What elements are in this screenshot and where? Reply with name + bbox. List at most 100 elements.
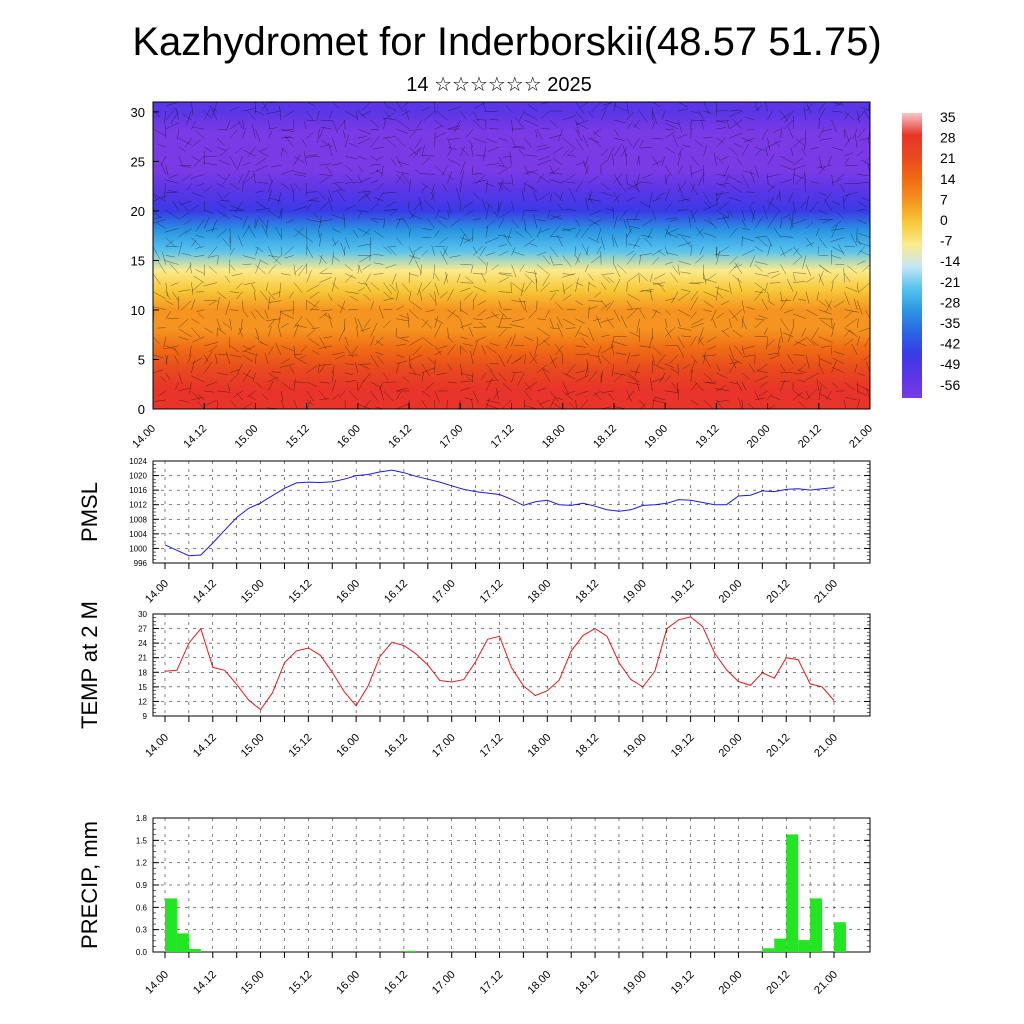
wind-barb xyxy=(191,239,197,247)
wind-barb xyxy=(568,146,576,156)
wind-barb xyxy=(460,202,462,211)
y-tick-label: 996 xyxy=(134,559,148,568)
wind-barb xyxy=(831,220,842,229)
wind-barb xyxy=(369,246,371,261)
wind-barb xyxy=(762,205,768,220)
wind-barb xyxy=(716,119,727,124)
wind-barb xyxy=(470,350,474,364)
wind-barb xyxy=(664,202,673,211)
wind-barb xyxy=(332,119,338,134)
wind-barb xyxy=(271,371,282,374)
wind-barb xyxy=(191,155,200,162)
wind-barb xyxy=(600,107,607,121)
wind-barb xyxy=(255,157,267,166)
wind-barb xyxy=(370,179,379,184)
wind-barb xyxy=(767,201,779,210)
wind-barb xyxy=(847,265,858,274)
wind-barb xyxy=(487,146,499,152)
wind-barb xyxy=(780,112,791,121)
wind-barb xyxy=(370,282,380,291)
wind-barb xyxy=(805,237,813,248)
wind-barb xyxy=(535,278,538,292)
wind-barb xyxy=(284,135,295,148)
wind-barb xyxy=(503,233,512,247)
wind-barb xyxy=(431,192,435,202)
wind-barb xyxy=(755,261,768,265)
wind-barb xyxy=(485,180,489,193)
wind-barb xyxy=(797,369,807,374)
wind-barb xyxy=(319,397,330,401)
wind-barb xyxy=(460,161,466,175)
wind-barb xyxy=(424,381,435,391)
wind-barb xyxy=(678,260,691,265)
wind-barb xyxy=(682,145,691,148)
wind-barb xyxy=(165,102,179,107)
wind-barb xyxy=(576,122,589,130)
wind-barb xyxy=(613,192,619,203)
wind-barb xyxy=(269,197,282,202)
wind-barb xyxy=(549,215,561,220)
wind-barb xyxy=(703,399,714,409)
wind-barb xyxy=(774,140,781,148)
wind-barb xyxy=(592,390,602,397)
wind-barb xyxy=(306,270,312,283)
wind-barb xyxy=(279,210,282,219)
wind-barb xyxy=(627,375,640,383)
wind-barb xyxy=(229,237,231,251)
wind-barb xyxy=(656,354,666,366)
wind-barb xyxy=(332,181,344,184)
wind-barb xyxy=(268,291,275,300)
wind-barb xyxy=(809,201,819,213)
wind-barb xyxy=(831,281,834,292)
wind-barb xyxy=(237,120,243,130)
wind-barb xyxy=(511,371,523,374)
wind-barb xyxy=(216,297,220,310)
wind-barb xyxy=(401,110,410,116)
wind-barb xyxy=(358,137,371,145)
wind-barb xyxy=(175,381,179,390)
wind-barb xyxy=(204,146,213,153)
wind-barb xyxy=(197,312,205,319)
wind-barb xyxy=(537,318,546,320)
wind-barb xyxy=(153,102,154,103)
wind-barb xyxy=(187,354,192,364)
wind-barb xyxy=(728,256,738,265)
wind-barb xyxy=(588,306,590,319)
wind-barb xyxy=(332,393,340,401)
wind-barb xyxy=(498,313,504,328)
wind-barb xyxy=(588,273,594,281)
wind-barb xyxy=(293,399,298,409)
y-tick-label: 9 xyxy=(143,712,148,721)
wind-barb xyxy=(383,320,391,328)
wind-barb xyxy=(652,363,666,371)
y-tick-label: 25 xyxy=(131,154,145,169)
wind-barb xyxy=(690,290,699,301)
wind-barb xyxy=(293,324,299,337)
wind-barb xyxy=(549,292,556,301)
wind-barb xyxy=(810,181,819,184)
x-tick-label: 19.12 xyxy=(669,578,697,606)
wind-barb xyxy=(754,216,763,229)
wind-barb xyxy=(715,286,730,292)
wind-barb xyxy=(353,229,359,238)
wind-barb xyxy=(550,235,563,238)
wind-barb xyxy=(703,300,714,308)
wind-barb xyxy=(229,183,240,190)
wind-barb xyxy=(337,119,346,131)
wind-barb xyxy=(664,309,672,316)
wind-barb xyxy=(511,138,516,146)
wind-barb xyxy=(575,277,579,292)
wind-barb xyxy=(801,148,807,157)
wind-barb xyxy=(423,199,435,211)
wind-barb xyxy=(153,318,154,319)
wind-barb xyxy=(819,393,832,401)
x-tick-label: 16.12 xyxy=(382,969,410,997)
wind-barb xyxy=(445,271,448,283)
wind-barb xyxy=(592,318,602,321)
wind-barb xyxy=(729,132,743,139)
wind-barb xyxy=(267,179,273,193)
wind-barb xyxy=(536,364,548,374)
wind-barb xyxy=(542,255,551,265)
wind-barb xyxy=(154,399,166,402)
wind-barb xyxy=(361,110,371,117)
